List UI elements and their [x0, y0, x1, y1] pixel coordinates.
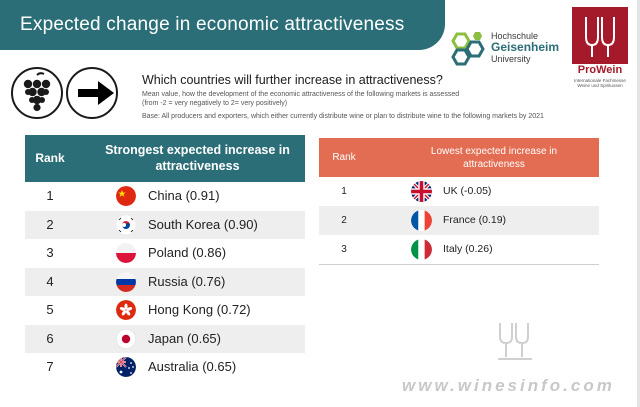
grapes-glyph	[23, 72, 51, 112]
country-cell: Japan (0.65)	[148, 330, 221, 346]
slide-title: Expected change in economic attractivene…	[20, 14, 405, 35]
table-row: 3 Poland (0.86)	[25, 239, 305, 268]
right-border	[637, 0, 640, 407]
prowein-logo-box	[572, 7, 628, 64]
rank-cell: 2	[46, 216, 54, 232]
method-note-1: Mean value, how the development of the e…	[142, 91, 460, 98]
strongest-rank-header: Rank	[35, 151, 65, 165]
geisenheim-hexagon-icon	[451, 32, 485, 66]
geisenheim-line2: Geisenheim	[491, 40, 560, 54]
method-note-2: (from -2 = very negatively to 2= very po…	[142, 100, 288, 107]
rank-cell: 6	[46, 330, 54, 346]
prowein-sub-line1: Internationale Fachmesse	[574, 78, 626, 83]
country-cell: UK (-0.05)	[443, 185, 492, 197]
country-cell: Italy (0.26)	[443, 243, 493, 255]
china-flag-icon	[116, 186, 136, 206]
prowein-logo: ProWein Internationale Fachmesse Weine u…	[572, 7, 628, 89]
lowest-title: Lowest expected increase in attractivene…	[430, 146, 558, 170]
table-row: 2 South Korea (0.90)	[25, 210, 305, 239]
strongest-table-header: Rank Strongest expected increase in attr…	[25, 135, 305, 182]
rank-cell: 5	[46, 302, 54, 317]
arrow-icon	[66, 67, 118, 119]
south-korea-flag-icon	[116, 214, 136, 235]
question-text: Which countries will further increase in…	[142, 73, 443, 87]
uk-flag-icon	[411, 181, 432, 202]
table-row: 2 France (0.19)	[319, 206, 599, 235]
japan-flag-icon	[116, 328, 136, 349]
rank-cell: 4	[46, 273, 54, 289]
lowest-table: Rank Lowest expected increase in attract…	[319, 138, 599, 265]
country-cell: Hong Kong (0.72)	[148, 302, 251, 317]
country-cell: France (0.19)	[443, 214, 507, 226]
geisenheim-line1: Hochschule	[491, 31, 539, 41]
prowein-glasses-icon	[585, 17, 615, 57]
prowein-name: ProWein	[577, 64, 623, 76]
geisenheim-line3: University	[491, 54, 531, 64]
table-row: 3 Italy (0.26)	[319, 235, 599, 264]
table-row: 1 UK (-0.05)	[319, 177, 599, 206]
table-row: 5 Hong Kong (0.72)	[25, 296, 305, 325]
rank-cell: 2	[341, 215, 347, 226]
rank-cell: 1	[341, 186, 347, 197]
italy-flag-icon	[411, 239, 432, 260]
country-cell: China (0.91)	[148, 188, 220, 203]
table-row: 1 China (0.91)	[25, 182, 305, 211]
lowest-table-header: Rank Lowest expected increase in attract…	[319, 138, 599, 177]
table-row: 6 Japan (0.65)	[25, 324, 305, 353]
strongest-table: Rank Strongest expected increase in attr…	[25, 135, 305, 382]
russia-flag-icon	[116, 271, 136, 292]
poland-flag-icon	[116, 243, 136, 263]
country-cell: Russia (0.76)	[148, 273, 226, 289]
strongest-title: Strongest expected increase in attractiv…	[105, 143, 290, 173]
country-cell: Poland (0.86)	[148, 245, 227, 260]
arrow-glyph	[78, 81, 114, 105]
lowest-rank-header: Rank	[332, 152, 356, 163]
country-cell: South Korea (0.90)	[148, 216, 258, 232]
australia-flag-icon	[116, 357, 136, 377]
watermark-text: www.winesinfo.com	[402, 376, 615, 395]
geisenheim-logo: Hochschule Geisenheim University	[447, 28, 567, 70]
rank-cell: 3	[46, 245, 54, 260]
table-row: 4 Russia (0.76)	[25, 267, 305, 296]
prowein-sub-line2: Weine und Spirituosen	[577, 83, 623, 88]
grapes-icon	[11, 67, 63, 119]
watermark-glass-icon	[498, 323, 532, 360]
table-row: 7 Australia (0.65)	[25, 353, 305, 382]
country-cell: Australia (0.65)	[148, 359, 237, 374]
header-band: Expected change in economic attractivene…	[0, 0, 445, 50]
rank-cell: 7	[46, 359, 54, 374]
method-note-3: Base: All producers and exporters, which…	[142, 113, 544, 120]
france-flag-icon	[411, 210, 432, 231]
rank-cell: 1	[46, 188, 54, 203]
prowein-sub: Internationale Fachmesse Weine und Spiri…	[572, 78, 628, 88]
hong-kong-flag-icon	[116, 300, 136, 320]
rank-cell: 3	[341, 244, 347, 255]
